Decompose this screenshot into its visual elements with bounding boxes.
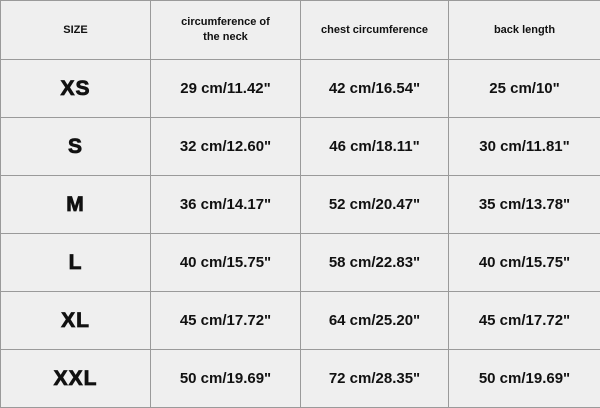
size-label: XL <box>0 291 151 350</box>
size-row: S 32 cm/12.60" 46 cm/18.11" 30 cm/11.81" <box>0 117 600 176</box>
measurement: 40 cm/15.75" <box>448 233 600 292</box>
measurement: 25 cm/10" <box>448 59 600 118</box>
header-row: SIZE circumference of the neck chest circu… <box>0 0 600 60</box>
size-label: S <box>0 117 151 176</box>
measurement: 50 cm/19.69" <box>150 349 301 408</box>
measurement: 64 cm/25.20" <box>300 291 449 350</box>
column-header: back length <box>448 0 600 60</box>
measurement: 45 cm/17.72" <box>150 291 301 350</box>
column-header: chest circumference <box>300 0 449 60</box>
column-header: SIZE <box>0 0 151 60</box>
header-text: circumference of the neck <box>181 16 270 43</box>
measurement: 50 cm/19.69" <box>448 349 600 408</box>
column-header: circumference of the neck <box>150 0 301 60</box>
measurement: 40 cm/15.75" <box>150 233 301 292</box>
size-label: L <box>0 233 151 292</box>
measurement: 29 cm/11.42" <box>150 59 301 118</box>
measurement: 52 cm/20.47" <box>300 175 449 234</box>
size-label: XS <box>0 59 151 118</box>
size-row: XL 45 cm/17.72" 64 cm/25.20" 45 cm/17.72" <box>0 291 600 350</box>
measurement: 46 cm/18.11" <box>300 117 449 176</box>
size-row: L 40 cm/15.75" 58 cm/22.83" 40 cm/15.75" <box>0 233 600 292</box>
measurement: 72 cm/28.35" <box>300 349 449 408</box>
header-text: SIZE <box>63 23 88 36</box>
size-label: M <box>0 175 151 234</box>
measurement: 30 cm/11.81" <box>448 117 600 176</box>
size-row: XS 29 cm/11.42" 42 cm/16.54" 25 cm/10" <box>0 59 600 118</box>
size-row: M 36 cm/14.17" 52 cm/20.47" 35 cm/13.78" <box>0 175 600 234</box>
header-text: back length <box>493 23 556 36</box>
measurement: 32 cm/12.60" <box>150 117 301 176</box>
measurement: 42 cm/16.54" <box>300 59 449 118</box>
size-row: XXL 50 cm/19.69" 72 cm/28.35" 50 cm/19.69" <box>0 349 600 408</box>
measurement: 35 cm/13.78" <box>448 175 600 234</box>
header-text: chest circumference <box>321 23 428 36</box>
measurement: 36 cm/14.17" <box>150 175 301 234</box>
measurement: 45 cm/17.72" <box>448 291 600 350</box>
size-label: XXL <box>0 349 151 408</box>
measurement: 58 cm/22.83" <box>300 233 449 292</box>
